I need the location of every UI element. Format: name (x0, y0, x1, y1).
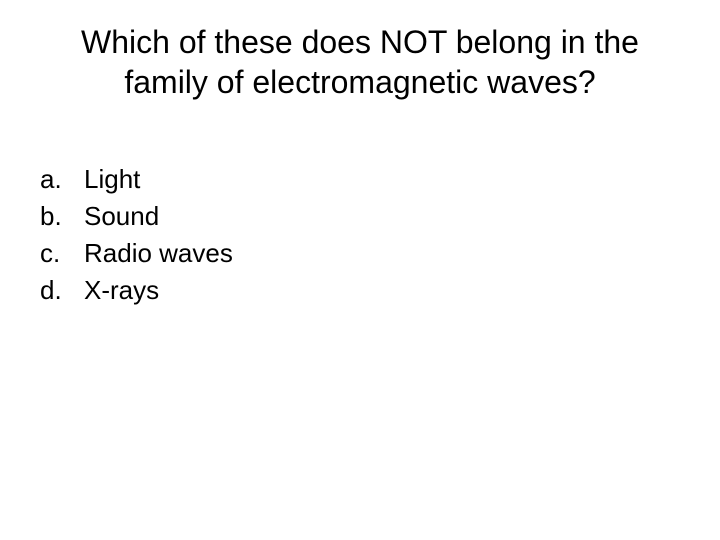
option-a: a. Light (40, 162, 720, 197)
option-text: X-rays (84, 273, 159, 308)
question-title: Which of these does NOT belong in the fa… (40, 22, 680, 102)
options-list: a. Light b. Sound c. Radio waves d. X-ra… (40, 162, 720, 308)
option-text: Radio waves (84, 236, 233, 271)
slide: Which of these does NOT belong in the fa… (0, 0, 720, 540)
option-text: Sound (84, 199, 159, 234)
option-c: c. Radio waves (40, 236, 720, 271)
option-marker: d. (40, 273, 84, 308)
option-d: d. X-rays (40, 273, 720, 308)
option-marker: c. (40, 236, 84, 271)
option-text: Light (84, 162, 140, 197)
option-b: b. Sound (40, 199, 720, 234)
option-marker: b. (40, 199, 84, 234)
option-marker: a. (40, 162, 84, 197)
